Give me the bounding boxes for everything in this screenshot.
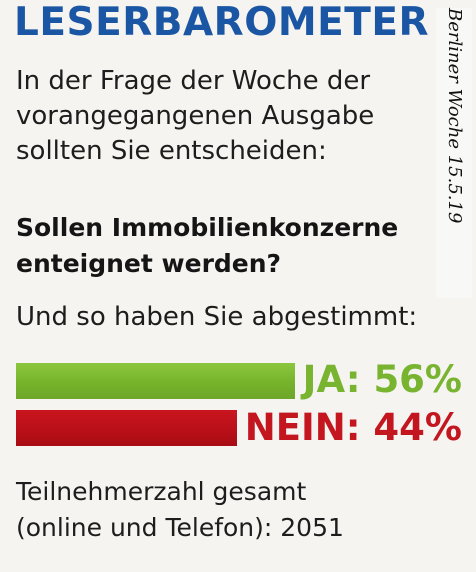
bar-yes xyxy=(16,363,295,399)
bar-label-no: NEIN: 44% xyxy=(244,406,462,449)
intro-text: In der Frage der Woche der vorangegangen… xyxy=(16,66,375,166)
result-row-yes: JA: 56% xyxy=(16,358,462,402)
participant-count-line1: Teilnehmerzahl gesamt xyxy=(16,477,307,506)
source-date-note: Berliner Woche 15.5.19 xyxy=(436,8,472,298)
page-title: LESERBAROMETER xyxy=(14,0,430,45)
poll-question: Sollen Immobilienkonzerne enteignet werd… xyxy=(16,213,399,278)
result-row-no: NEIN: 44% xyxy=(16,406,462,450)
results-intro: Und so haben Sie abgestimmt: xyxy=(16,302,418,332)
participant-count: Teilnehmerzahl gesamt (online und Telefo… xyxy=(16,474,456,546)
bar-label-yes: JA: 56% xyxy=(302,358,462,401)
bar-no xyxy=(16,410,237,446)
participant-count-line2: (online und Telefon): 2051 xyxy=(16,513,344,542)
